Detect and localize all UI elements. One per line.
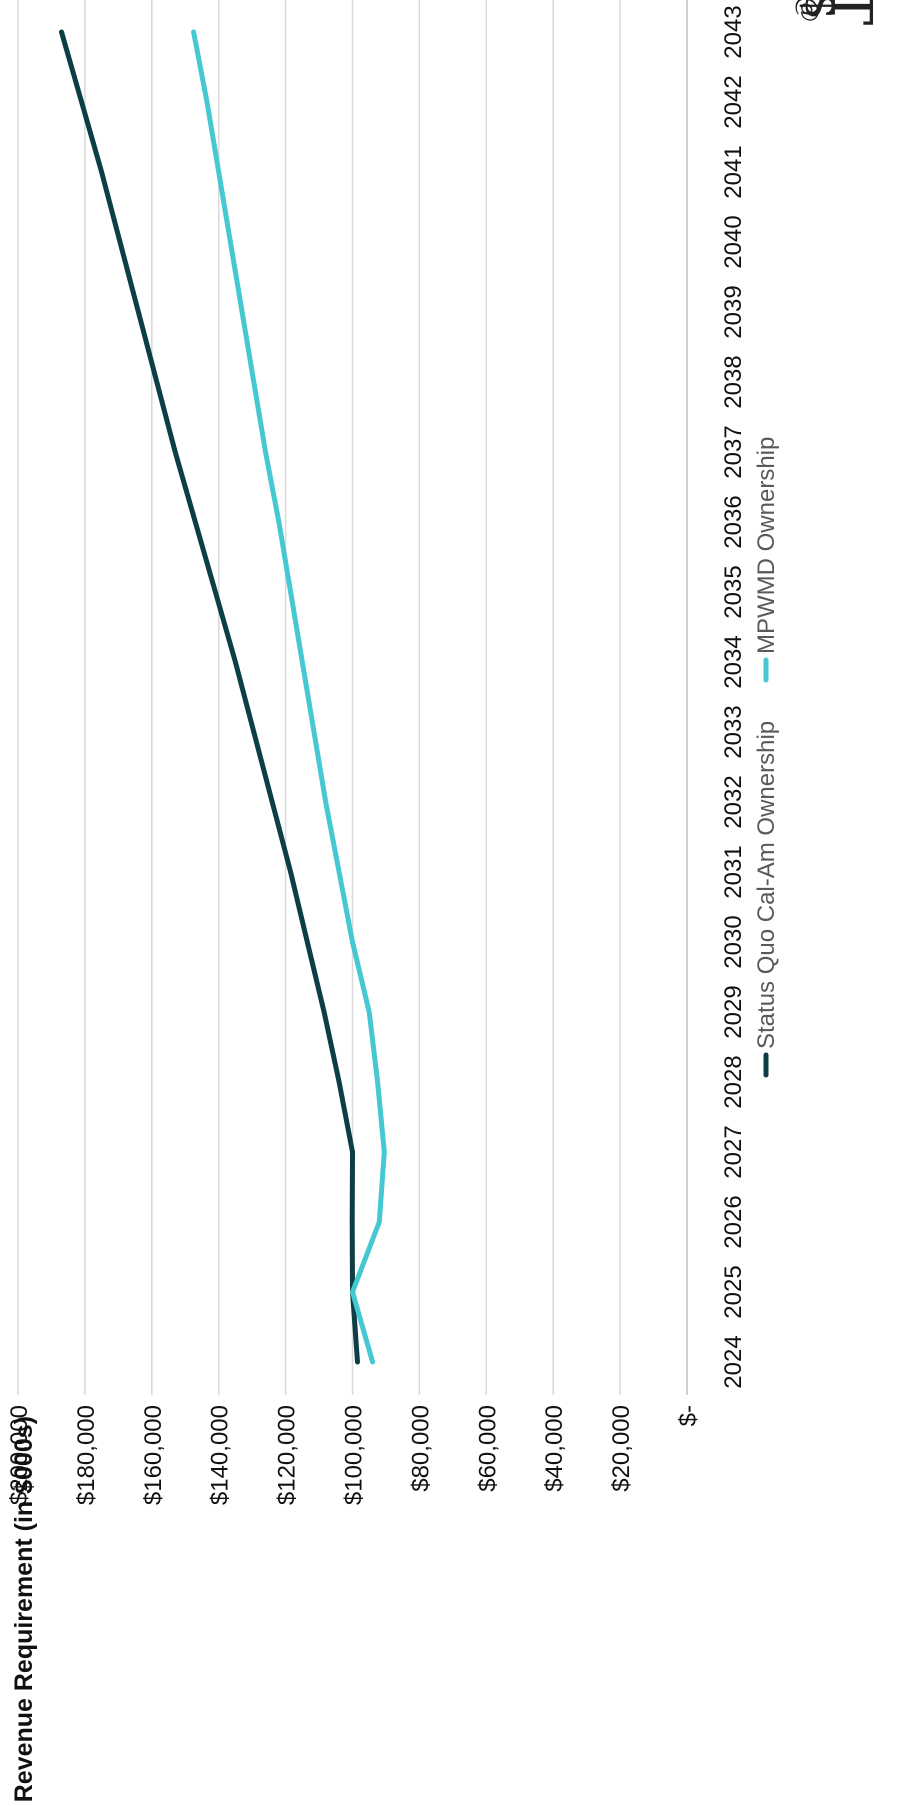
corner-fragment-1: T: [818, 0, 883, 25]
series-1-point: [81, 101, 83, 103]
series-2-point: [301, 661, 303, 663]
series-2-point: [206, 101, 208, 103]
series-2-point: [372, 1361, 374, 1363]
y-tick-label: $200,000: [6, 1405, 33, 1505]
series-2-point: [265, 451, 267, 453]
series-1-point: [137, 311, 139, 313]
series-2-point: [368, 1011, 370, 1013]
legend-label-2: MPWMD Ownership: [753, 437, 780, 654]
x-tick-label: 2034: [720, 635, 747, 688]
series-2-point: [278, 521, 280, 523]
y-tick-label: $140,000: [207, 1405, 234, 1505]
series-2-point: [218, 171, 220, 173]
series-line-2: [191, 29, 387, 1365]
series-1-point: [119, 241, 121, 243]
series-1-point: [156, 381, 158, 383]
series-2-point: [378, 1221, 380, 1223]
series-1-point: [101, 171, 103, 173]
x-tick-label: 2036: [720, 495, 747, 548]
series-1-point: [60, 31, 62, 33]
x-tick-label: 2043: [720, 5, 747, 58]
series-lines: [59, 29, 387, 1365]
series-1-point: [194, 521, 196, 523]
x-tick-label: 2035: [720, 565, 747, 618]
x-tick-label: 2027: [720, 1125, 747, 1178]
series-2-point: [241, 311, 243, 313]
series-1-point: [290, 871, 292, 873]
corner-fragment-3: @: [793, 0, 823, 22]
series-line-1: [59, 29, 360, 1365]
y-tick-label: $160,000: [140, 1405, 167, 1505]
series-2-point: [193, 31, 195, 33]
gridlines: [17, 0, 688, 1395]
x-tick-label: 2037: [720, 425, 747, 478]
x-tick-label: 2038: [720, 355, 747, 408]
series-1-point: [271, 801, 273, 803]
y-tick-label: $20,000: [608, 1405, 635, 1492]
x-tick-label: 2042: [720, 75, 747, 128]
corner-fragment-2: $: [795, 0, 846, 20]
series-2-point: [383, 1151, 385, 1153]
x-tick-label: 2039: [720, 285, 747, 338]
x-tick-label: 2029: [720, 985, 747, 1038]
y-axis-tick-labels: $- $20,000 $40,000 $60,000 $80,000 $100,000 $1…: [6, 1405, 702, 1505]
series-2-point: [325, 801, 327, 803]
x-tick-label: 2026: [720, 1195, 747, 1248]
series-2-point: [253, 381, 255, 383]
y-tick-label: $60,000: [474, 1405, 501, 1492]
series-1-point: [174, 451, 176, 453]
x-tick-label: 2041: [720, 145, 747, 198]
series-2-point: [352, 941, 353, 943]
y-tick-label: $-: [675, 1405, 702, 1426]
y-axis-title: Annual Revenue Requirement (in $000s): [10, 1416, 38, 1806]
x-tick-label: 2031: [720, 845, 747, 898]
x-tick-label: 2028: [720, 1055, 747, 1108]
y-tick-label: $100,000: [341, 1405, 368, 1505]
x-tick-label: 2025: [720, 1265, 747, 1318]
series-2-point: [313, 731, 315, 733]
y-tick-label: $120,000: [274, 1405, 301, 1505]
x-tick-label: 2030: [720, 915, 747, 968]
x-tick-label: 2032: [720, 775, 747, 828]
series-2-point: [338, 871, 340, 873]
series-1-point: [306, 941, 308, 943]
y-tick-label: $80,000: [407, 1405, 434, 1492]
x-axis-tick-labels: 2024 2025 2026 2027 2028 2029 2030 2031 2032 2033…: [720, 5, 747, 1388]
series-1-point: [323, 1011, 325, 1013]
series-2-point: [229, 241, 231, 243]
series-1-point: [214, 591, 216, 593]
series-1-point: [357, 1361, 359, 1363]
series-1-point: [352, 1151, 353, 1153]
series-1-point: [351, 1221, 353, 1223]
series-1-point: [338, 1081, 340, 1083]
series-1-point: [234, 661, 236, 663]
x-tick-label: 2033: [720, 705, 747, 758]
series-2-point: [290, 591, 292, 593]
x-tick-label: 2040: [720, 215, 747, 268]
corner-text-fragments: T $ @: [793, 0, 883, 25]
x-tick-label: 2024: [720, 1335, 747, 1388]
legend: Status Quo Cal-Am Ownership MPWMD Ownersh…: [753, 437, 780, 1078]
y-tick-label: $180,000: [73, 1405, 100, 1505]
series-2-point: [377, 1081, 379, 1083]
series-2-point: [352, 1291, 353, 1293]
legend-label-1: Status Quo Cal-Am Ownership: [753, 721, 780, 1049]
y-tick-label: $40,000: [541, 1405, 568, 1492]
series-1-point: [253, 731, 255, 733]
